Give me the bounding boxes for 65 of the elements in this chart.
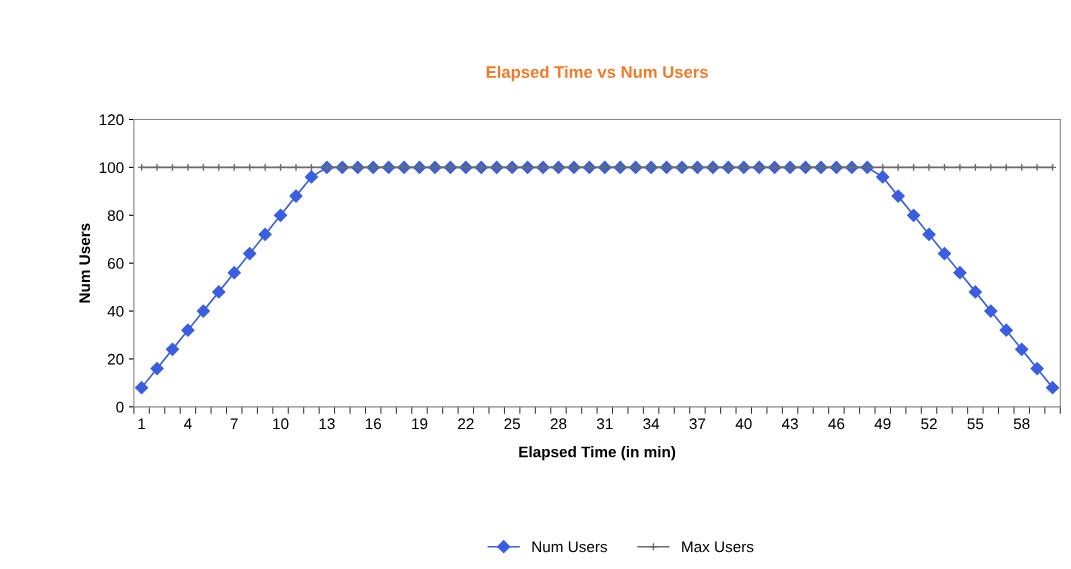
point bbox=[1030, 361, 1044, 376]
point bbox=[183, 163, 193, 172]
x-tick-label: 7 bbox=[230, 418, 238, 430]
x-tick-label: 52 bbox=[921, 418, 937, 430]
point bbox=[289, 189, 303, 203]
x-tick-label: 37 bbox=[689, 418, 706, 430]
y-tick-label: 60 bbox=[107, 258, 124, 269]
point bbox=[165, 342, 180, 356]
point bbox=[1045, 381, 1060, 395]
y-tick-label: 100 bbox=[99, 162, 124, 174]
point bbox=[227, 266, 241, 280]
x-tick-label: 28 bbox=[550, 418, 567, 430]
x-tick-label: 49 bbox=[874, 418, 891, 430]
point bbox=[891, 189, 905, 203]
x-tick-label: 25 bbox=[504, 418, 521, 430]
point bbox=[152, 163, 162, 172]
y-axis-title: Num Users bbox=[79, 223, 91, 303]
point bbox=[150, 361, 164, 376]
point bbox=[258, 227, 272, 242]
point bbox=[907, 208, 921, 222]
point bbox=[181, 323, 195, 337]
chart-title: Elapsed Time vs Num Users bbox=[486, 65, 708, 82]
x-axis-title: Elapsed Time (in min) bbox=[519, 446, 676, 461]
x-tick-label: 1 bbox=[138, 418, 146, 430]
point bbox=[273, 208, 288, 222]
point bbox=[1032, 163, 1042, 172]
x-tick-label: 46 bbox=[828, 418, 845, 430]
point bbox=[291, 163, 301, 172]
x-tick-label: 43 bbox=[781, 418, 798, 430]
point bbox=[212, 285, 226, 299]
y-tick-label: 40 bbox=[107, 305, 124, 317]
y-tick-label: 80 bbox=[107, 210, 124, 221]
point bbox=[893, 163, 903, 172]
point bbox=[243, 246, 257, 261]
point bbox=[304, 170, 319, 184]
point bbox=[135, 381, 149, 395]
x-tick-label: 55 bbox=[967, 418, 984, 430]
x-tick-label: 10 bbox=[273, 418, 289, 430]
point bbox=[984, 304, 998, 318]
point bbox=[937, 246, 952, 261]
x-tick-label: 34 bbox=[643, 418, 660, 430]
legend-label: Max Users bbox=[682, 541, 754, 553]
point bbox=[924, 163, 934, 172]
point bbox=[999, 323, 1013, 337]
point bbox=[922, 227, 936, 242]
x-tick-label: 4 bbox=[184, 418, 192, 430]
y-tick-label: 20 bbox=[107, 353, 124, 365]
y-tick-label: 120 bbox=[99, 114, 124, 126]
x-tick-label: 22 bbox=[458, 418, 474, 430]
point bbox=[968, 285, 982, 299]
point bbox=[955, 163, 965, 172]
x-tick-label: 19 bbox=[412, 418, 428, 430]
x-tick-label: 58 bbox=[1013, 418, 1030, 430]
x-tick-label: 40 bbox=[735, 418, 752, 430]
legend-label: Num Users bbox=[532, 541, 608, 553]
point bbox=[953, 266, 967, 280]
x-tick-label: 16 bbox=[365, 418, 382, 430]
x-tick-label: 13 bbox=[319, 418, 335, 430]
y-tick-label: 0 bbox=[116, 401, 124, 413]
x-tick-label: 31 bbox=[596, 418, 613, 430]
point bbox=[1015, 342, 1029, 356]
point bbox=[876, 170, 890, 184]
point bbox=[986, 163, 995, 172]
point bbox=[260, 163, 270, 172]
point bbox=[196, 304, 210, 318]
